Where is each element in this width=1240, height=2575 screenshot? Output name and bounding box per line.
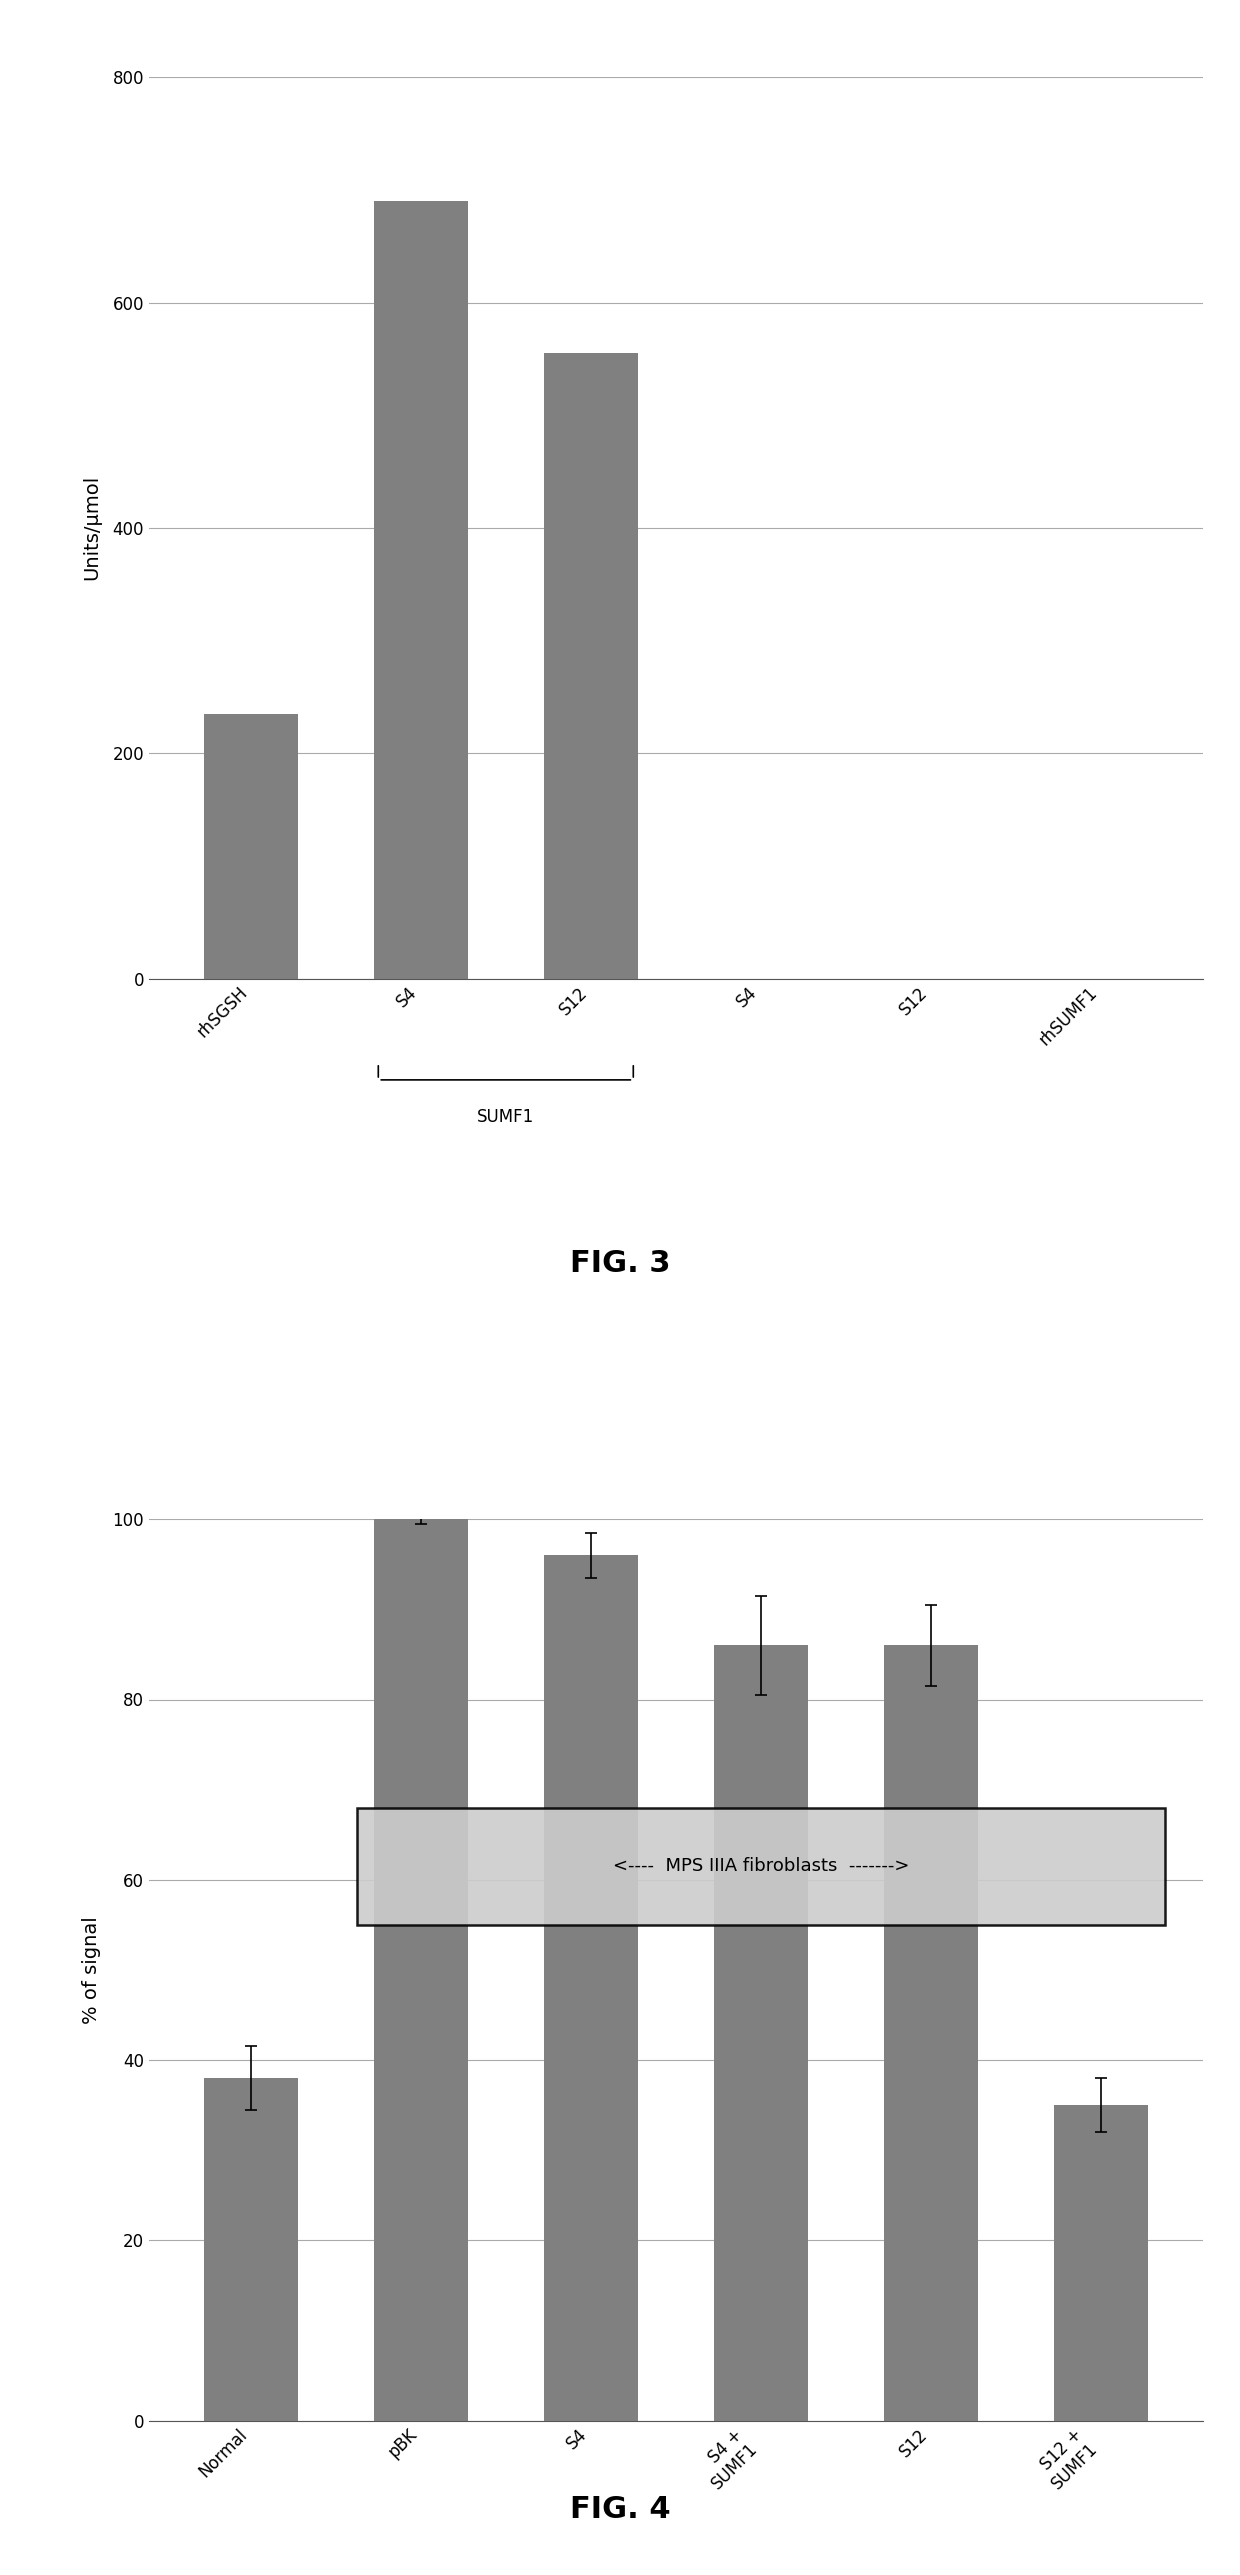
Bar — [544, 1555, 637, 2420]
Text: FIG. 3: FIG. 3 — [569, 1249, 671, 1277]
Bar — [357, 1808, 1164, 1924]
Bar — [205, 2078, 298, 2420]
Text: FIG. 4: FIG. 4 — [569, 2495, 671, 2523]
Bar — [1054, 2104, 1147, 2420]
Bar — [884, 1645, 977, 2420]
Bar — [544, 353, 637, 978]
Bar — [374, 1519, 467, 2420]
Y-axis label: Units/μmol: Units/μmol — [82, 476, 102, 579]
Bar — [205, 713, 298, 978]
Text: <----  MPS IIIA fibroblasts  ------->: <---- MPS IIIA fibroblasts -------> — [613, 1857, 909, 1875]
Y-axis label: % of signal: % of signal — [82, 1916, 102, 2024]
Bar — [714, 1645, 807, 2420]
Bar — [374, 201, 467, 978]
Text: SUMF1: SUMF1 — [477, 1107, 534, 1125]
